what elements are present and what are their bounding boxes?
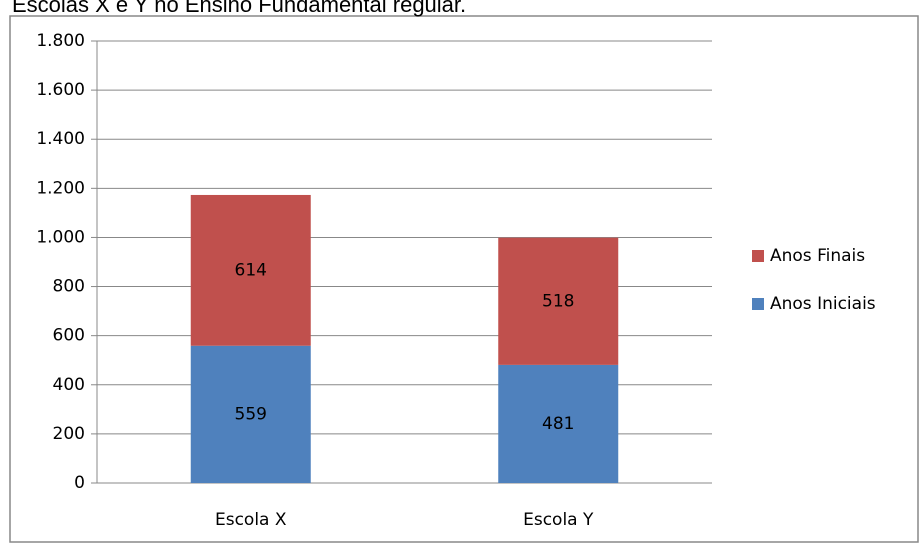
data-label: 518	[542, 291, 574, 311]
y-tick-label: 1.200	[36, 178, 85, 198]
y-tick-label: 1.400	[36, 129, 85, 149]
y-tick-label: 800	[53, 277, 85, 297]
x-tick-label: Escola Y	[523, 510, 594, 530]
y-tick-label: 600	[53, 326, 85, 346]
bar-segment	[190, 345, 311, 483]
legend-swatch	[752, 298, 764, 310]
y-tick-label: 400	[53, 375, 85, 395]
y-tick-label: 1.000	[36, 227, 85, 247]
data-label: 614	[235, 260, 267, 280]
bar-segment	[498, 364, 619, 483]
bar-segment	[498, 237, 619, 365]
y-tick-label: 200	[53, 424, 85, 444]
y-tick-label: 0	[74, 473, 85, 493]
legend-label: Anos Finais	[770, 246, 865, 266]
legend-swatch	[752, 250, 764, 262]
chart-title: Escolas X e Y no Ensino Fundamental regu…	[12, 0, 466, 17]
x-tick-label: Escola X	[215, 510, 287, 530]
y-tick-label: 1.600	[36, 80, 85, 100]
chart-border	[9, 15, 919, 543]
data-label: 481	[542, 414, 574, 434]
data-label: 559	[235, 404, 267, 424]
legend-label: Anos Iniciais	[770, 294, 876, 314]
bar-segment	[190, 194, 311, 346]
y-tick-label: 1.800	[36, 31, 85, 51]
